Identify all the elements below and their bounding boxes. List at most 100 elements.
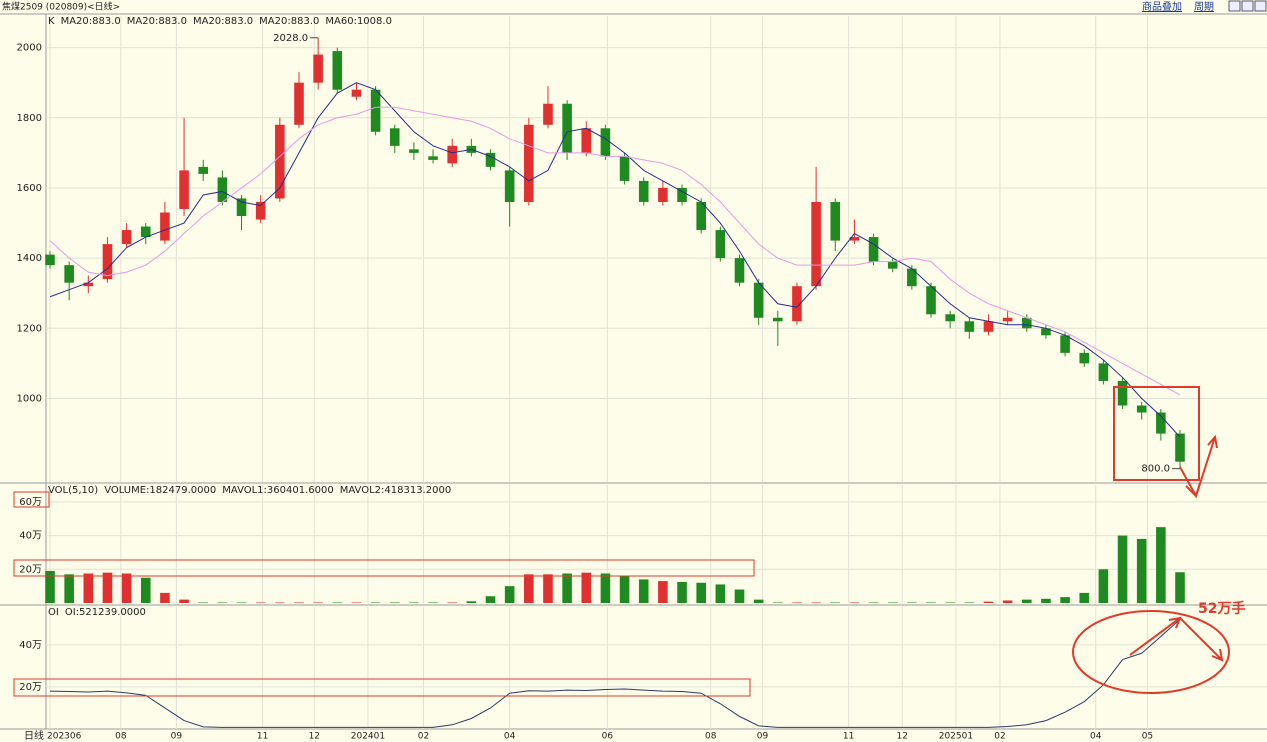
volume-bar (1117, 535, 1128, 603)
volume-bar (1156, 527, 1166, 603)
volume-bar (83, 573, 94, 603)
volume-bar (677, 581, 687, 603)
volume-bar (849, 602, 860, 603)
volume-bar (887, 602, 898, 603)
arrow-head (1185, 482, 1201, 498)
volume-bar (715, 584, 726, 603)
control-button[interactable] (1228, 0, 1241, 12)
volume-bar (179, 599, 189, 603)
candle-body (830, 201, 841, 241)
x-tick-label: 12 (897, 732, 908, 742)
legend-entry: MA20:883.0 (61, 16, 121, 27)
candle-body (945, 314, 955, 322)
volume-bar (983, 601, 994, 603)
candle-body (198, 166, 209, 174)
candle-body (658, 187, 668, 202)
candle-body (581, 128, 592, 153)
volume-bar (447, 602, 457, 603)
x-tick-label: 02 (994, 732, 1005, 742)
candle-body (638, 180, 649, 202)
volume-bar (275, 602, 285, 603)
candle-body (275, 124, 285, 199)
candle-body (313, 54, 323, 83)
candle-body (792, 286, 802, 322)
candle-body (409, 149, 419, 153)
volume-bar (64, 574, 74, 603)
candle-body (964, 321, 975, 332)
volume-bar (830, 602, 841, 603)
candle-body (160, 212, 170, 241)
candle-body (45, 254, 55, 266)
candle-body (524, 124, 534, 202)
level-box (13, 678, 751, 697)
volume-bar (907, 602, 917, 603)
price-pane: 1000 1200 1400 1600 1800 2000 K MA20:883.0 MA20:… (17, 16, 1267, 482)
x-tick-label: 04 (1090, 732, 1102, 742)
volume-bar (409, 602, 419, 603)
legend-entry: MAVOL2:418313.2000 (340, 485, 451, 496)
candle-body (1098, 363, 1109, 381)
volume-bar (562, 573, 572, 603)
control-button[interactable] (1241, 0, 1254, 12)
y-tick-label: 1000 (17, 393, 42, 404)
volume-bar (638, 579, 649, 603)
candle-body (887, 261, 898, 269)
candle-body (907, 268, 917, 287)
x-tick-label: 202401 (351, 732, 385, 742)
control-button[interactable] (1254, 0, 1267, 12)
candle-body (543, 103, 553, 125)
candle-body (1079, 352, 1090, 364)
legend-entry: OI (48, 607, 59, 618)
volume-bar (1136, 538, 1147, 603)
candle-body (332, 51, 343, 90)
candle-body (64, 265, 74, 283)
y-tick-label: 1600 (17, 183, 42, 194)
y-tick-label: 60万 (19, 497, 42, 508)
candle-body (926, 286, 936, 315)
x-tick-label: 09 (171, 732, 183, 742)
y-tick-label: 20万 (19, 682, 42, 693)
candle-body (849, 237, 860, 241)
y-tick-label: 2000 (17, 43, 42, 54)
highlight-marks (13, 386, 1230, 697)
volume-bar (140, 577, 151, 603)
volume-bar (696, 582, 706, 603)
legend-entry: MA20:883.0 (259, 16, 319, 27)
annotation: 52万手 (1198, 600, 1245, 617)
volume-bar (1060, 597, 1070, 603)
volume-bar (753, 599, 764, 603)
volume-bar (255, 602, 266, 603)
candle-body (773, 317, 783, 322)
candle-body (696, 201, 706, 231)
moving-average-line (49, 82, 1181, 438)
volume-pane: 20万 40万 60万 VOL(5,10) VOLUME:182479.0000 MAVO… (19, 485, 1267, 603)
legend-entry: VOL(5,10) (48, 485, 98, 496)
x-tick-label: 11 (257, 732, 268, 742)
candle-body (217, 177, 228, 202)
candle-body (485, 152, 496, 167)
y-tick-label: 20万 (19, 564, 42, 575)
volume-bar (351, 602, 362, 603)
overlay-button[interactable]: 商品叠加 (1142, 0, 1182, 13)
candle-body (428, 156, 438, 160)
candle-body (600, 128, 611, 157)
candle-body (389, 128, 400, 146)
candle-body (504, 170, 515, 202)
volume-bar (389, 602, 400, 603)
period-button[interactable]: 周期 (1194, 1, 1214, 13)
x-tick-label: 04 (504, 732, 516, 742)
volume-bar (600, 573, 611, 603)
volume-bar (811, 602, 821, 603)
volume-bar (619, 576, 630, 603)
legend-entry: MA60:1008.0 (325, 16, 392, 27)
candle-body (370, 89, 381, 132)
x-tick-label: 08 (705, 732, 717, 742)
candle-body (753, 282, 764, 318)
candle-body (1060, 335, 1070, 353)
candle-body (677, 187, 687, 202)
x-tick-label: 12 (309, 732, 320, 742)
x-tick-label: 09 (757, 732, 769, 742)
volume-bar (1079, 592, 1090, 603)
legend-entry: K (48, 16, 55, 27)
